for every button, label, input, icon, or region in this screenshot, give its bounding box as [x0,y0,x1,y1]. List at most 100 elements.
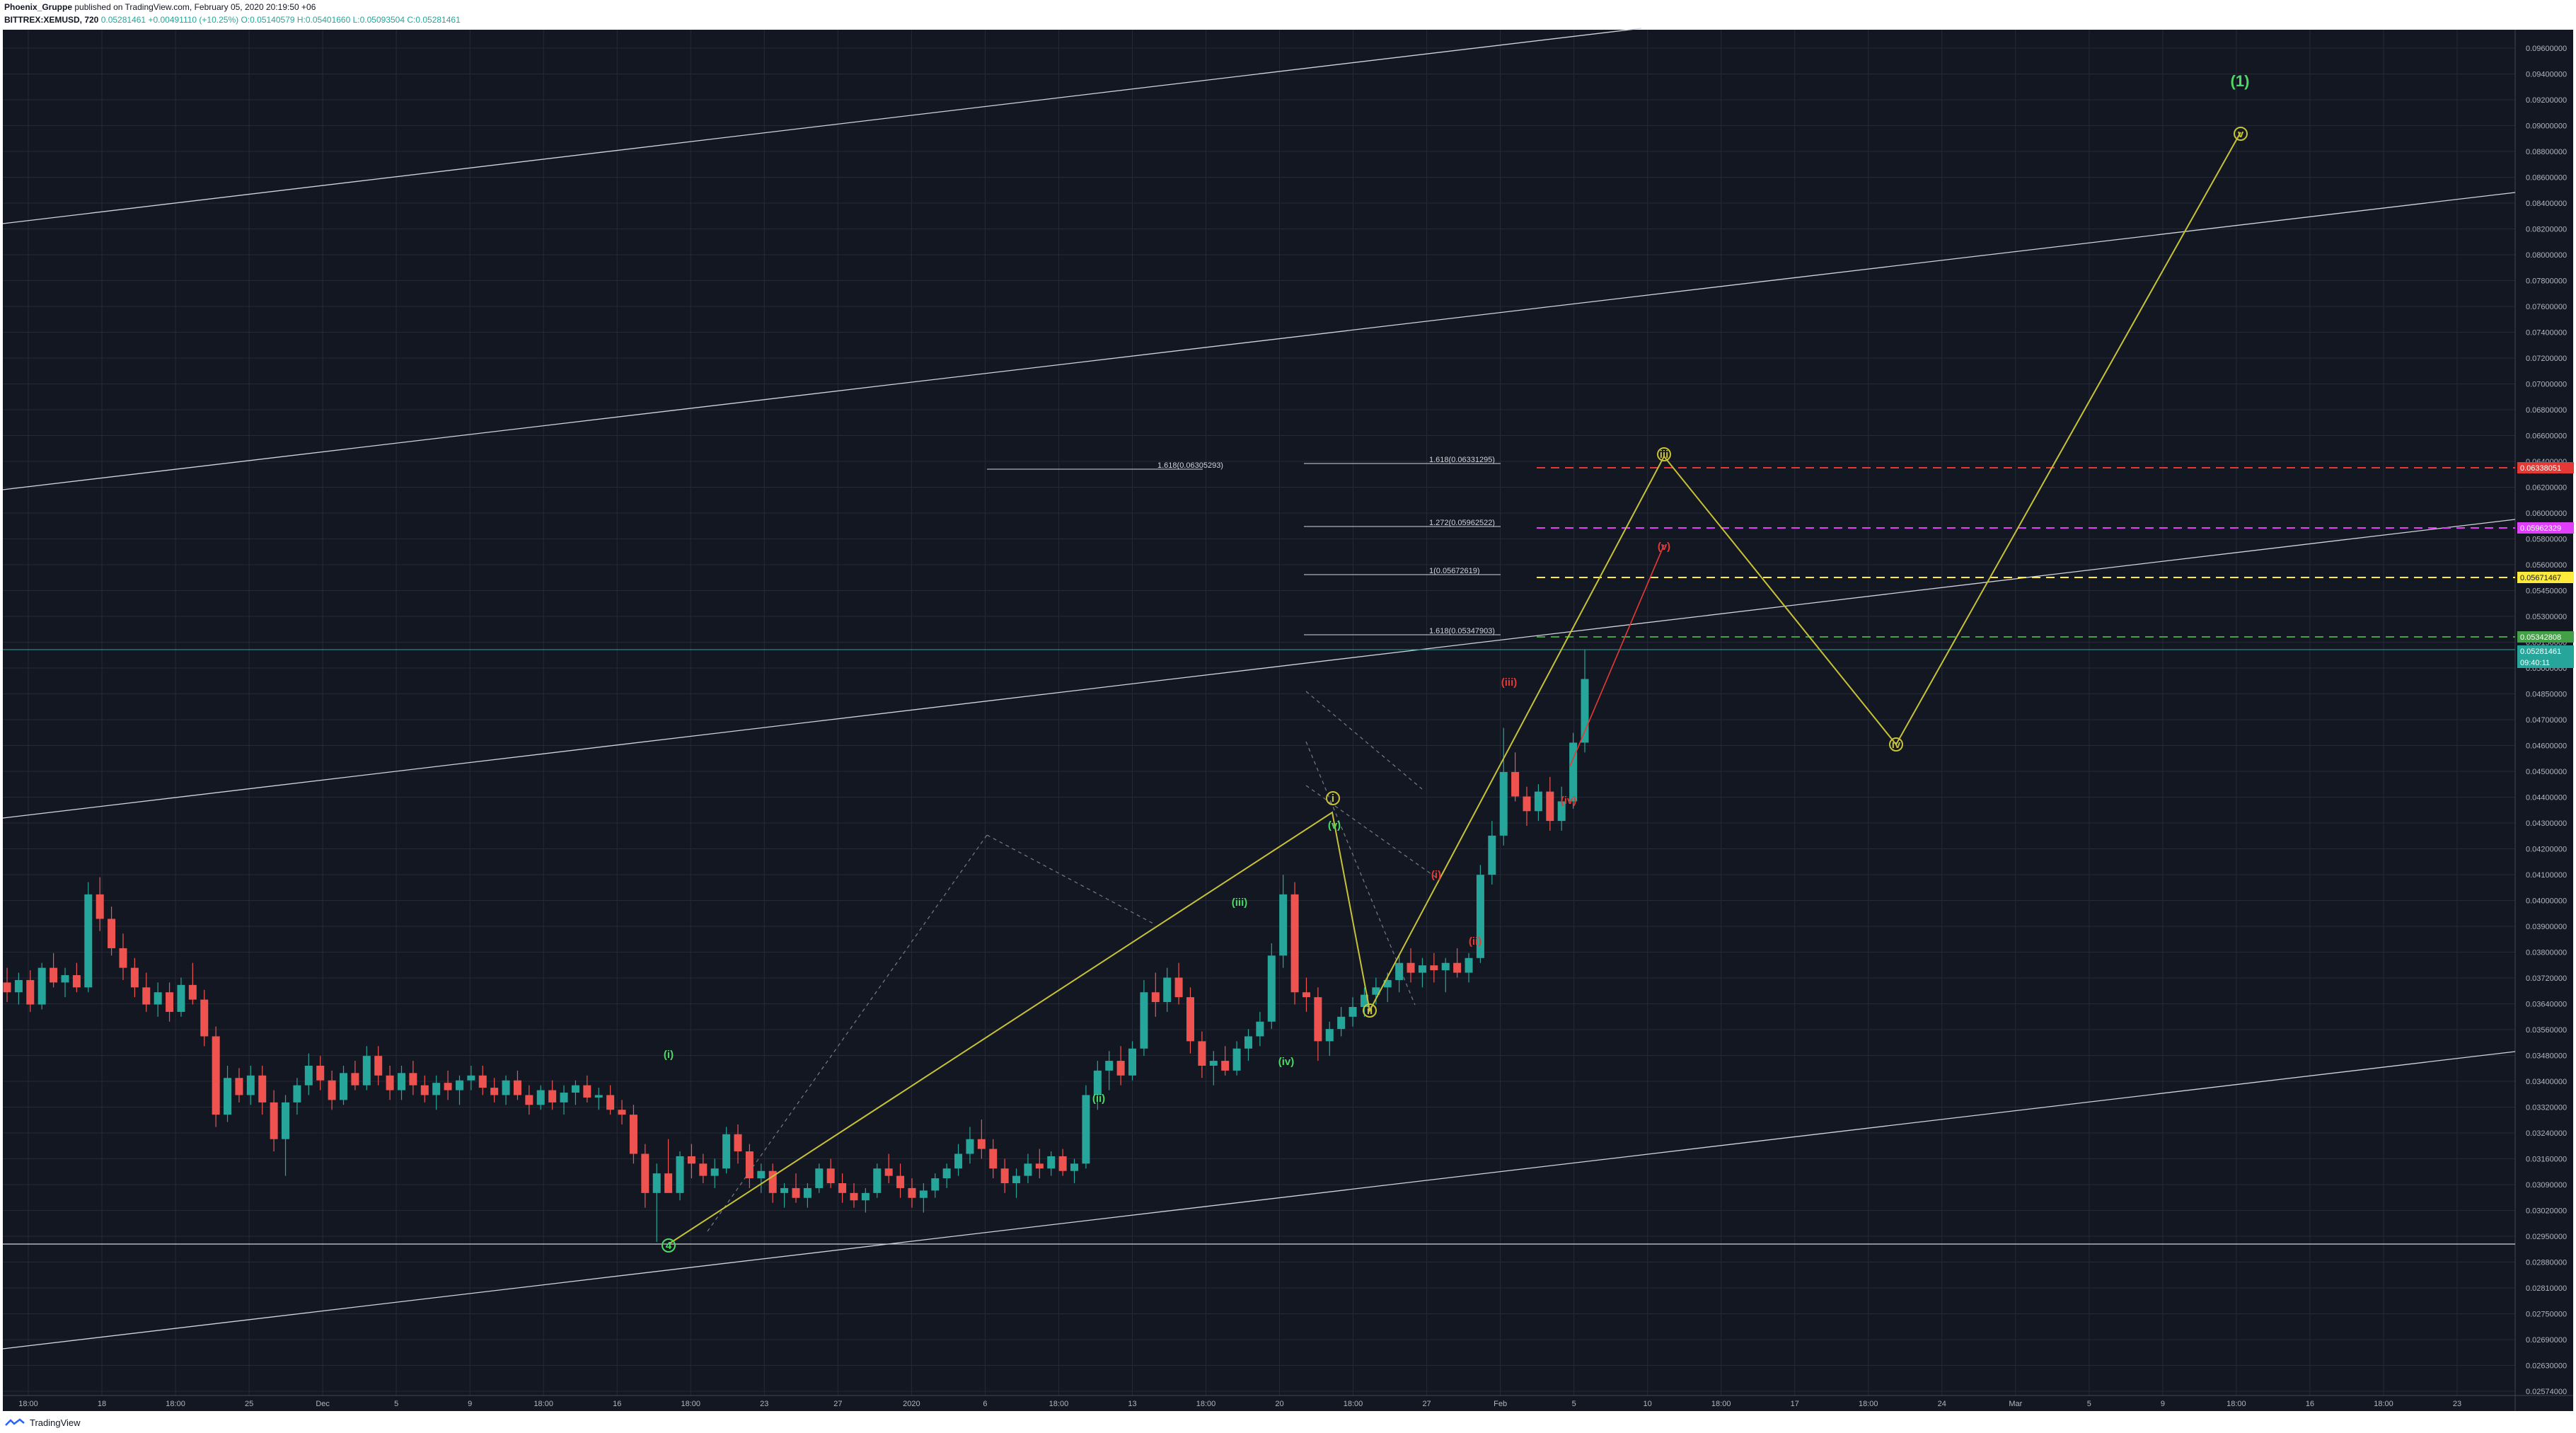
candle-body [792,1187,800,1198]
candle-body [1290,894,1299,993]
candle-body [734,1134,742,1152]
candle [1105,1051,1114,1090]
candle [177,977,185,1017]
candle [652,1163,661,1242]
candle [768,1163,777,1203]
candle [1035,1149,1044,1179]
wave-red-projection [1569,544,1665,767]
candle-body [699,1163,707,1176]
dotted-projection-line [1305,785,1437,878]
candle [606,1085,615,1115]
wave-label-text: (v) [1658,541,1670,553]
candle-body [1256,1021,1264,1037]
price-tick-label: 0.08400000 [2526,200,2567,208]
grid-lines [3,30,2515,1395]
candle-body [1569,742,1578,802]
candle [1070,1158,1079,1183]
time-tick-label: 25 [245,1400,253,1408]
candle [676,1151,684,1201]
candle-body [188,984,197,1000]
footer: TradingView [4,1417,81,1428]
candle [1407,948,1415,983]
price-tick-label: 0.04000000 [2526,897,2567,906]
price-tag-text: 0.05671467 [2520,574,2561,582]
time-tick-label: Dec [316,1400,330,1408]
candle-body [1465,957,1473,973]
price-tag-text: 09:40:11 [2520,659,2550,667]
candle [224,1065,232,1122]
price-tick-label: 0.07400000 [2526,329,2567,338]
candle [908,1178,916,1208]
candle-body [1383,979,1392,988]
time-tick-label: 18:00 [2374,1400,2393,1408]
candle [154,982,162,1017]
candle [108,907,116,956]
candle [560,1085,568,1115]
candle-body [1105,1061,1114,1071]
price-tick-label: 0.03640000 [2526,1001,2567,1009]
candle-body [119,948,127,968]
candle [722,1127,731,1174]
channel-line [2,28,1642,224]
price-tick-label: 0.03900000 [2526,923,2567,931]
wave-label-text: (v) [1328,819,1341,831]
price-tick-label: 0.06000000 [2526,510,2567,518]
candle [641,1144,649,1208]
candle-body [838,1182,847,1193]
candle-body [606,1095,615,1110]
wave-label-text: 4 [666,1240,672,1252]
candle [873,1163,882,1198]
trend-channel [2,28,2516,1349]
candle-body [1244,1036,1252,1049]
candle [1163,967,1172,1012]
candle-body [1058,1156,1067,1171]
price-tick-label: 0.04700000 [2526,716,2567,725]
candle-body [84,894,93,988]
candle [270,1090,278,1152]
price-tick-label: 0.05450000 [2526,587,2567,596]
candle [467,1065,475,1090]
candle [420,1075,429,1103]
wave-label: (i) [664,1049,674,1061]
time-tick-label: 18:00 [1049,1400,1069,1408]
candle [966,1127,974,1164]
candle [710,1158,719,1188]
footer-brand: TradingView [30,1417,81,1428]
candle-body [270,1102,278,1139]
candle-body [676,1156,684,1193]
candle-body [850,1192,858,1201]
candle [72,962,81,993]
time-tick-label: 18:00 [166,1400,185,1408]
candle [850,1182,858,1208]
candle-body [316,1065,325,1081]
publish-text: published on TradingView.com, February 0… [74,2,316,12]
candle-body [629,1115,637,1154]
candle-body [826,1168,835,1183]
time-tick-label: 9 [468,1400,472,1408]
candle [1569,732,1578,809]
price-tick-label: 0.02880000 [2526,1259,2567,1267]
candle-body [1093,1070,1102,1095]
chart-background [3,30,2573,1411]
candle [594,1088,603,1110]
fib-levels: 1.618(0.06305293) 1.618(0.06331295) 1.272(… [3,456,2515,650]
wave-label: (iv) [1561,795,1577,807]
price-tick-label: 0.08000000 [2526,251,2567,260]
wave-label-text: (i) [1431,869,1441,881]
candle [815,1163,824,1193]
candle-body [1499,771,1508,836]
candle-body [362,1056,371,1086]
price-tick-label: 0.05300000 [2526,613,2567,621]
wave-label: 4 [662,1238,676,1253]
candle-body [1511,771,1520,797]
candle-body [374,1056,383,1076]
time-tick-label: 10 [1644,1400,1652,1408]
candle-body [1035,1163,1044,1169]
candle-body [803,1187,812,1198]
candle-body [154,992,162,1005]
candle [977,1120,986,1159]
candle [328,1070,336,1110]
candle-body [1581,679,1589,743]
price-tick-label: 0.03090000 [2526,1181,2567,1190]
